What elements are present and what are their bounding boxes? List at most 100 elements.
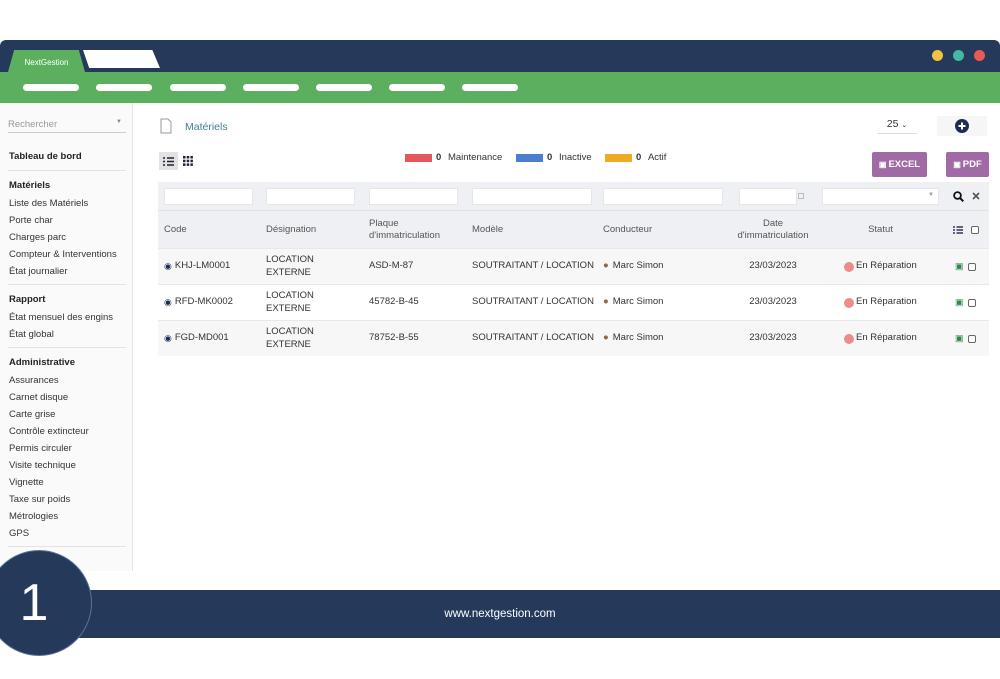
window-close-dot[interactable] — [974, 50, 985, 61]
column-header-date[interactable]: Date d'immatriculation — [737, 218, 809, 241]
filter-modele-input[interactable] — [472, 188, 592, 205]
filter-code-input[interactable] — [164, 188, 253, 205]
row-checkbox[interactable] — [968, 249, 976, 284]
calendar-icon[interactable] — [798, 193, 804, 199]
code-link[interactable]: ◉ RFD-MK0002 — [164, 296, 233, 308]
user-icon: ● — [603, 296, 609, 308]
file-pdf-icon[interactable]: ▣ — [955, 297, 964, 308]
filter-date-input[interactable] — [739, 188, 797, 205]
file-pdf-icon: ▣ — [953, 160, 961, 169]
code-link[interactable]: ◉ FGD-MD001 — [164, 332, 229, 344]
sidebar-item[interactable]: GPS — [9, 528, 30, 539]
filter-conducteur-input[interactable] — [603, 188, 723, 205]
column-header-code[interactable]: Code — [164, 224, 187, 235]
column-header-designation[interactable]: Désignation — [266, 224, 317, 235]
filter-row: ▼ — [158, 182, 989, 210]
column-header-statut[interactable]: Statut — [868, 224, 893, 235]
sidebar-item[interactable]: Métrologies — [9, 511, 59, 522]
sidebar-item[interactable]: État journalier — [9, 266, 68, 277]
column-header-modele[interactable]: Modèle — [472, 224, 504, 235]
page-size-select[interactable]: 25 ⌄ — [877, 118, 917, 134]
sidebar-item[interactable]: Porte char — [9, 215, 53, 226]
add-button[interactable] — [937, 116, 987, 136]
checkbox — [968, 298, 976, 307]
filter-plaque-input[interactable] — [369, 188, 458, 205]
cell-date: 23/03/2023 — [749, 332, 797, 344]
sidebar-item[interactable]: Carte grise — [9, 409, 56, 420]
eye-icon: ◉ — [164, 297, 172, 308]
window-maximize-dot[interactable] — [953, 50, 964, 61]
sidebar-item[interactable]: Charges parc — [9, 232, 67, 243]
list-view-button[interactable] — [159, 152, 178, 170]
row-checkbox[interactable] — [968, 321, 976, 356]
column-header-plaque[interactable]: Plaque d'immatriculation — [369, 218, 440, 241]
code-link[interactable]: ◉ KHJ-LM0001 — [164, 260, 231, 272]
tab-blank[interactable] — [83, 50, 160, 68]
footer-url: www.nextgestion.com — [444, 608, 556, 620]
status-dot — [844, 261, 854, 272]
cell-date: 23/03/2023 — [749, 296, 797, 308]
sidebar-item[interactable]: Carnet disque — [9, 392, 69, 403]
table-row[interactable]: ◉ KHJ-LM0001 LOCATION EXTERNE ASD-M-87 SO… — [158, 248, 989, 284]
nav-item-placeholder[interactable] — [170, 84, 226, 91]
filter-statut-select[interactable]: ▼ — [822, 188, 939, 205]
status-dot — [844, 333, 854, 344]
column-header-conducteur[interactable]: Conducteur — [603, 224, 653, 235]
breadcrumb: Matériels — [185, 121, 228, 133]
nav-item-placeholder[interactable] — [243, 84, 299, 91]
sidebar — [0, 103, 133, 571]
sidebar-item-dashboard[interactable]: Tableau de bord — [9, 151, 82, 162]
list-icon — [953, 226, 963, 234]
cell-plaque: ASD-M-87 — [369, 260, 414, 272]
sidebar-item[interactable]: Taxe sur poids — [9, 494, 71, 505]
nav-item-placeholder[interactable] — [96, 84, 152, 91]
nav-item-placeholder[interactable] — [389, 84, 445, 91]
nav-item-placeholder[interactable] — [316, 84, 372, 91]
table-row[interactable]: ◉ FGD-MD001 LOCATION EXTERNE 78752-B-55 S… — [158, 320, 989, 356]
divider — [8, 347, 126, 348]
list-icon — [163, 156, 174, 166]
cell-date: 23/03/2023 — [749, 260, 797, 272]
sidebar-item[interactable]: État global — [9, 329, 54, 340]
cell-modele: SOUTRAITANT / LOCATION — [472, 260, 594, 272]
cell-modele: SOUTRAITANT / LOCATION — [472, 296, 594, 308]
search-icon[interactable] — [953, 191, 964, 202]
select-all-checkbox[interactable] — [971, 211, 979, 249]
sidebar-item[interactable]: Assurances — [9, 375, 59, 386]
status-badge: En Réparation — [844, 321, 917, 356]
status-badge: En Réparation — [844, 285, 917, 320]
file-pdf-icon[interactable]: ▣ — [955, 261, 964, 272]
sidebar-item[interactable]: État mensuel des engins — [9, 312, 114, 323]
legend-inactive: 0 Inactive — [516, 152, 592, 163]
user-icon: ● — [603, 332, 609, 344]
file-pdf-icon[interactable]: ▣ — [955, 333, 964, 344]
table-row[interactable]: ◉ RFD-MK0002 LOCATION EXTERNE 45782-B-45 … — [158, 284, 989, 320]
nav-item-placeholder[interactable] — [23, 84, 79, 91]
row-checkbox[interactable] — [968, 285, 976, 320]
sidebar-item[interactable]: Permis circuler — [9, 443, 72, 454]
clear-filter-icon[interactable] — [972, 192, 980, 200]
column-toggle-button[interactable] — [953, 211, 963, 249]
cell-designation: LOCATION EXTERNE — [266, 326, 314, 350]
sidebar-item[interactable]: Contrôle extincteur — [9, 426, 89, 437]
table-body: ◉ KHJ-LM0001 LOCATION EXTERNE ASD-M-87 SO… — [158, 248, 989, 356]
sidebar-item[interactable]: Vignette — [9, 477, 44, 488]
grid-view-button[interactable] — [180, 152, 196, 170]
nav-item-placeholder[interactable] — [462, 84, 518, 91]
sidebar-item[interactable]: Compteur & Interventions — [9, 249, 117, 260]
window-minimize-dot[interactable] — [932, 50, 943, 61]
divider — [8, 546, 126, 547]
sidebar-item[interactable]: Liste des Matériels — [9, 198, 89, 209]
file-excel-icon: ▣ — [878, 160, 887, 169]
filter-designation-input[interactable] — [266, 188, 355, 205]
sidebar-item[interactable]: Visite technique — [9, 460, 76, 471]
app-header — [0, 40, 1000, 72]
status-dot — [844, 297, 854, 308]
pdf-export-button[interactable]: ▣ PDF — [946, 152, 989, 177]
tab-nextgestion[interactable]: NextGestion — [8, 50, 85, 72]
sidebar-section-administrative: Administrative — [9, 357, 75, 368]
sidebar-search[interactable]: ▼ Rechercher — [8, 115, 126, 133]
cell-conducteur: ● Marc Simon — [603, 332, 664, 344]
excel-export-button[interactable]: ▣ EXCEL — [872, 152, 927, 177]
legend-swatch — [516, 153, 543, 162]
